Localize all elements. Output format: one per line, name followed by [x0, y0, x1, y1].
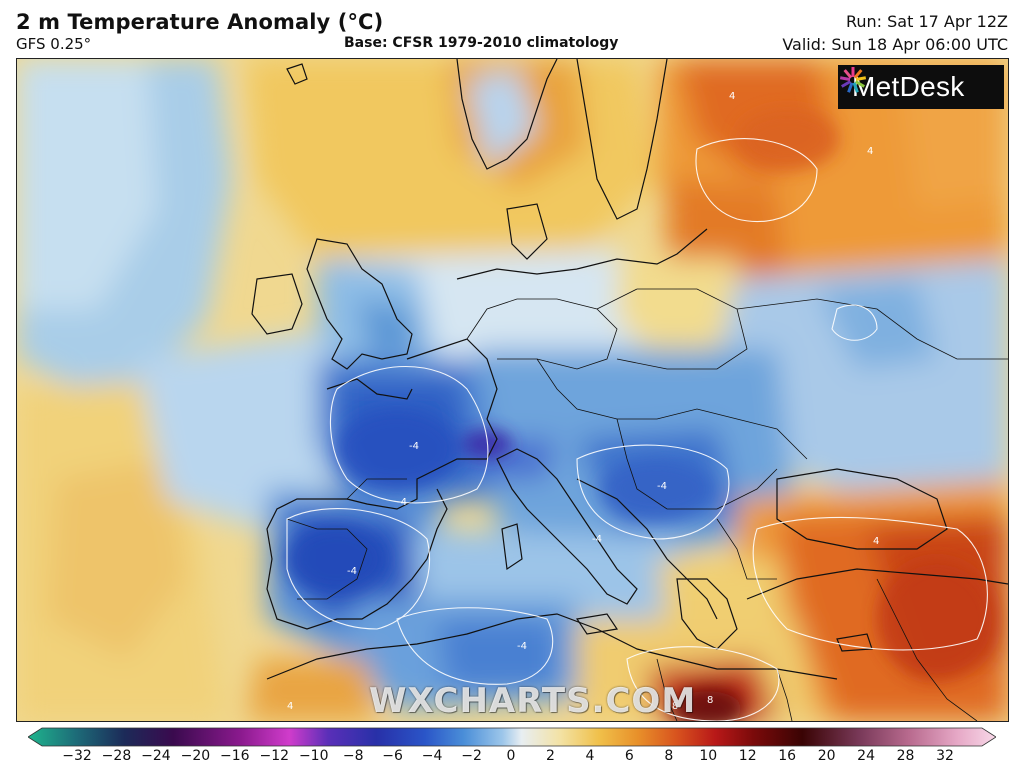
colorbar-tick-label: 10: [699, 748, 718, 764]
metdesk-sunburst-icon: [839, 67, 867, 93]
colorbar-tick-label: 16: [778, 748, 797, 764]
colorbar-tick-label: 28: [896, 748, 915, 764]
run-time-label: Run: Sat 17 Apr 12Z: [845, 12, 1008, 31]
anomaly-field: [17, 59, 1008, 721]
colorbar-tick-label: −6: [382, 748, 403, 764]
contour-label-egypt: 8: [707, 695, 713, 706]
colorbar-tick-label: −8: [342, 748, 364, 764]
colorbar-tick-label: −16: [220, 748, 250, 764]
colorbar-tick-label: −32: [62, 748, 92, 764]
colorbar-tick-label: −12: [259, 748, 290, 764]
wxcharts-watermark: WXCHARTS.COM: [369, 681, 697, 721]
anomaly-map[interactable]: -4 -4 -4 -4 -4 -4 4 4 4 4 8 8: [16, 58, 1009, 722]
colorbar-tick-label: 8: [664, 748, 674, 764]
colorbar-tick-label: 32: [936, 748, 954, 764]
contour-label-france-south: -4: [397, 497, 407, 508]
colorbar-tick-label: −10: [298, 748, 329, 764]
contour-label-iberia: -4: [347, 566, 357, 577]
contour-labels: -4 -4 -4 -4 -4 -4 4 4 4 4 8 8: [287, 91, 879, 712]
contour-lines: [286, 138, 988, 721]
colorbar-tick-label: −28: [101, 748, 132, 764]
colorbar-tick-label: −24: [141, 748, 171, 764]
colorbar-tick-label: 0: [506, 748, 516, 764]
map-canvas: -4 -4 -4 -4 -4 -4 4 4 4 4 8 8: [17, 59, 1008, 721]
colorbar-tick-label: 24: [857, 748, 875, 764]
contour-label-adriatic: -4: [592, 534, 602, 545]
contour-label-libya: 8: [672, 701, 678, 712]
model-label: GFS 0.25°: [16, 35, 92, 53]
metdesk-logo-text: MetDesk: [852, 71, 965, 102]
colorbar-tick-label: 20: [817, 748, 836, 764]
colorbar-tick-label: −20: [180, 748, 211, 764]
colorbar-tick-label: 12: [738, 748, 757, 764]
contour-label-morocco: 4: [287, 701, 293, 712]
colorbar: [28, 727, 996, 747]
colorbar-ticks: −32 −28 −24 −20 −16 −12 −10 −8 −6 −4 −2 0 2 4 6 8 10 12 16…: [0, 748, 1024, 772]
colorbar-tick-label: 2: [545, 748, 555, 764]
coastlines: [251, 59, 1008, 680]
metdesk-logo: MetDesk: [838, 65, 1004, 109]
contour-label-baltic: 4: [729, 91, 735, 102]
colorbar-tick-label: −2: [461, 748, 482, 764]
contour-label-balkans: -4: [657, 481, 667, 492]
colorbar-tick-label: 6: [624, 748, 634, 764]
base-climatology-label: Base: CFSR 1979-2010 climatology: [344, 35, 619, 51]
anomaly-detail: [287, 109, 997, 721]
colorbar-tick-label: 4: [585, 748, 595, 764]
valid-time-label: Valid: Sun 18 Apr 06:00 UTC: [782, 35, 1008, 54]
contour-label-russia: 4: [867, 146, 873, 157]
contour-label-france: -4: [409, 441, 419, 452]
contour-label-turkey: 4: [873, 536, 879, 547]
colorbar-tick-label: −4: [421, 748, 443, 764]
country-borders: [286, 288, 1008, 721]
contour-label-africa: -4: [517, 641, 527, 652]
chart-title: 2 m Temperature Anomaly (°C): [16, 10, 384, 34]
